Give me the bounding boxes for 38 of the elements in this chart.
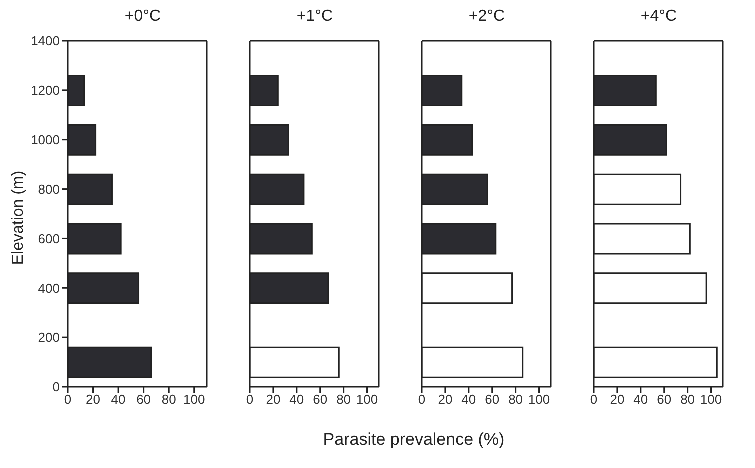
x-tick-label: 0: [246, 392, 254, 408]
x-tick-label: 100: [700, 392, 722, 408]
y-tick-label: 400: [38, 280, 60, 296]
x-tick-label: 20: [266, 392, 281, 408]
x-tick-label: 60: [136, 392, 152, 408]
y-tick-label: 1000: [31, 132, 60, 148]
x-tick-label: 80: [680, 392, 696, 408]
x-tick-label: 40: [634, 392, 648, 408]
y-tick-label: 1400: [31, 34, 60, 49]
x-tick-label: 0: [64, 392, 72, 408]
x-tick-label: 60: [485, 392, 500, 408]
x-tick-label: 40: [462, 392, 476, 408]
x-tick-label: 60: [657, 392, 672, 408]
x-tick-label: 80: [162, 392, 176, 408]
y-tick-label: 1200: [31, 83, 60, 98]
y-tick-label: 800: [38, 182, 60, 197]
x-tick-label: 20: [438, 392, 453, 408]
chart-title: +4°C: [640, 8, 678, 27]
x-tick-label: 60: [313, 392, 328, 408]
x-tick-label: 0: [590, 392, 598, 408]
x-tick-label: 40: [290, 392, 304, 408]
x-tick-label: 100: [356, 392, 378, 408]
chart-title: +2°C: [468, 8, 506, 27]
y-axis-title: Elevation (m): [10, 170, 28, 266]
x-tick-label: 20: [86, 392, 101, 408]
chart-title: +1°C: [296, 8, 334, 27]
x-tick-label: 100: [184, 392, 206, 408]
x-tick-label: 100: [528, 392, 550, 408]
y-tick-label: 200: [38, 330, 60, 346]
y-tick-label: 600: [38, 231, 60, 246]
x-tick-label: 0: [418, 392, 426, 408]
x-tick-label: 80: [336, 392, 352, 408]
x-tick-label: 40: [111, 392, 126, 408]
x-tick-label: 20: [610, 392, 625, 408]
chart-title: +0°C: [124, 8, 162, 27]
x-tick-label: 80: [508, 392, 524, 408]
y-tick-label: 0: [52, 380, 60, 395]
x-axis-title: Parasite prevalence (%): [323, 430, 505, 450]
